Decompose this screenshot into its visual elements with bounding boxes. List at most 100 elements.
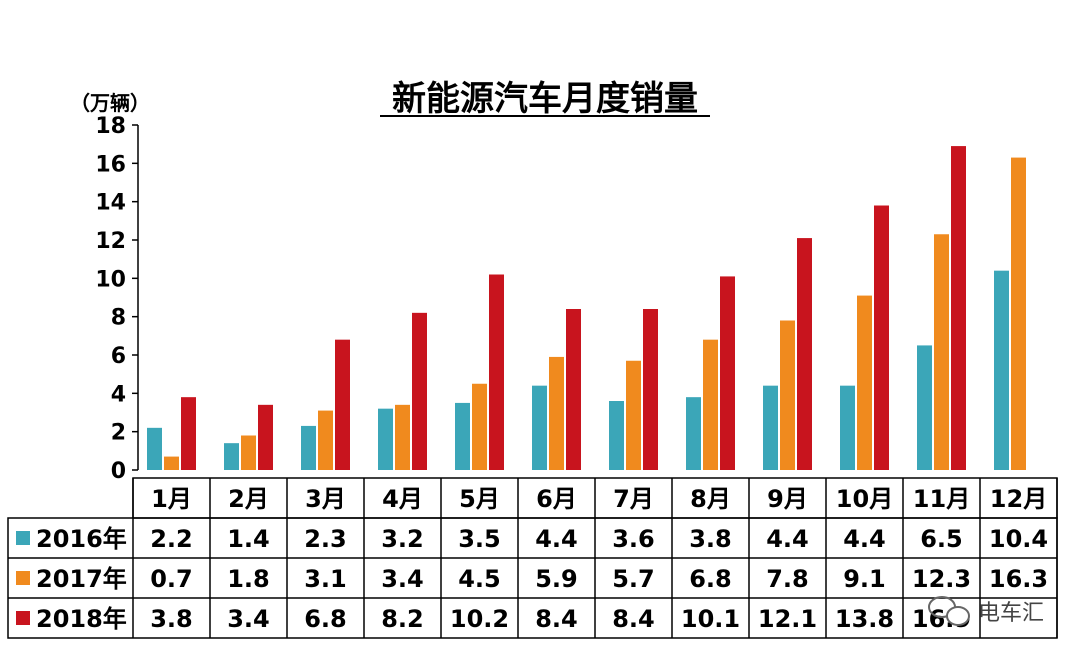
data-label: 3.6: [612, 525, 655, 553]
bar: [489, 274, 504, 470]
y-tick-label: 8: [111, 306, 126, 331]
y-tick-label: 4: [111, 382, 126, 407]
bar: [934, 234, 949, 470]
bar: [857, 295, 872, 470]
data-label: 13.8: [835, 605, 894, 633]
data-label: 3.1: [304, 565, 347, 593]
y-tick-label: 0: [111, 459, 126, 484]
chat-icon: [928, 596, 970, 626]
x-tick-label: 9月: [767, 485, 808, 513]
data-label: 3.4: [381, 565, 424, 593]
x-tick-label: 3月: [305, 485, 346, 513]
bar: [797, 238, 812, 470]
y-axis-unit: （万辆）: [70, 91, 150, 115]
data-label: 10.4: [989, 525, 1048, 553]
legend-swatch: [16, 571, 30, 585]
data-label: 12.3: [912, 565, 971, 593]
bar: [224, 443, 239, 470]
data-label: 3.5: [458, 525, 501, 553]
data-label: 4.4: [766, 525, 809, 553]
bar: [395, 404, 410, 470]
x-tick-label: 4月: [382, 485, 423, 513]
bar: [780, 320, 795, 470]
bar: [181, 397, 196, 470]
data-label: 9.1: [843, 565, 886, 593]
bar: [703, 339, 718, 470]
bars: [147, 146, 1026, 471]
bar: [241, 435, 256, 470]
data-label: 8.4: [612, 605, 655, 633]
watermark: 电车汇: [928, 596, 1044, 626]
data-label: 3.8: [150, 605, 193, 633]
data-label: 1.4: [227, 525, 270, 553]
data-label: 7.8: [766, 565, 809, 593]
y-axis: 0 2 4 6 8 10 12 14 16 18: [95, 114, 139, 484]
data-table: 1月 2月 3月 4月 5月 6月 7月 8月 9月 10月 11月 12月 2016年 2.2 1.4 2.…: [7, 477, 1058, 639]
bar: [532, 385, 547, 470]
x-tick-label: 8月: [690, 485, 731, 513]
y-tick-label: 18: [95, 114, 126, 139]
data-label: 12.1: [758, 605, 817, 633]
bar: [164, 456, 179, 470]
x-tick-label: 11月: [913, 485, 970, 513]
bar: [609, 401, 624, 470]
legend-label: 2018年: [36, 605, 127, 633]
data-label: 8.2: [381, 605, 424, 633]
bar: [258, 404, 273, 470]
bar: [840, 385, 855, 470]
legend-swatch: [16, 611, 30, 625]
bar: [147, 427, 162, 470]
y-tick-label: 16: [95, 152, 126, 177]
data-label: 2.2: [150, 525, 193, 553]
data-label: 8.4: [535, 605, 578, 633]
data-label: 6.5: [920, 525, 963, 553]
y-tick-label: 2: [111, 421, 126, 446]
data-label: 3.8: [689, 525, 732, 553]
y-tick-label: 10: [95, 267, 126, 292]
bar: [643, 309, 658, 470]
bar: [1011, 157, 1026, 471]
bar: [994, 270, 1009, 470]
bar: [951, 146, 966, 471]
data-label: 6.8: [689, 565, 732, 593]
data-label: 2.3: [304, 525, 347, 553]
y-tick-label: 6: [111, 344, 126, 369]
x-tick-label: 12月: [990, 485, 1047, 513]
bar: [874, 205, 889, 470]
data-label: 3.4: [227, 605, 270, 633]
bar: [301, 425, 316, 470]
bar: [917, 345, 932, 470]
data-label: 4.4: [535, 525, 578, 553]
data-label: 4.5: [458, 565, 501, 593]
data-label: 3.2: [381, 525, 424, 553]
x-tick-label: 10月: [836, 485, 893, 513]
bar: [412, 312, 427, 470]
bar: [472, 383, 487, 470]
bar: [566, 309, 581, 470]
x-tick-label: 6月: [536, 485, 577, 513]
bar: [378, 408, 393, 470]
bar: [720, 276, 735, 470]
data-label: 5.9: [535, 565, 578, 593]
bar: [686, 397, 701, 470]
legend-label: 2016年: [36, 525, 127, 553]
x-tick-label: 7月: [613, 485, 654, 513]
legend-swatch: [16, 531, 30, 545]
x-tick-label: 5月: [459, 485, 500, 513]
y-tick-label: 12: [95, 229, 126, 254]
y-tick-label: 14: [95, 191, 126, 216]
data-label: 4.4: [843, 525, 886, 553]
data-label: 5.7: [612, 565, 655, 593]
watermark-text: 电车汇: [978, 601, 1044, 626]
bar: [626, 360, 641, 470]
x-tick-label: 1月: [151, 485, 192, 513]
x-tick-label: 2月: [228, 485, 269, 513]
bar: [455, 402, 470, 470]
data-label: 6.8: [304, 605, 347, 633]
data-label: 16.3: [989, 565, 1048, 593]
legend-label: 2017年: [36, 565, 127, 593]
data-label: 0.7: [150, 565, 193, 593]
bar: [335, 339, 350, 470]
data-label: 1.8: [227, 565, 270, 593]
